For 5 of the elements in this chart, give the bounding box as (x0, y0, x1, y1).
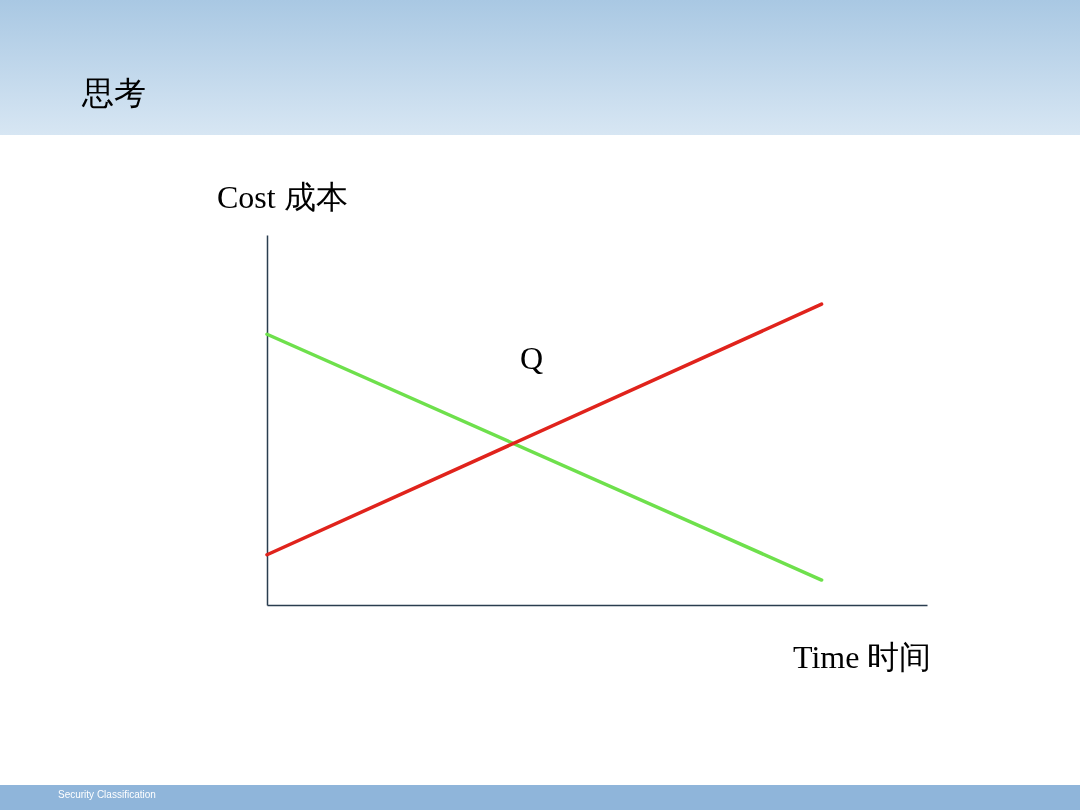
annotation: Q (520, 340, 544, 377)
text: Security Classification (58, 789, 156, 800)
chart-title: 思考 (82, 74, 146, 113)
y-axis-title: Cost 成本 (217, 178, 348, 217)
x-axis-title: Time 时间 (793, 638, 932, 677)
